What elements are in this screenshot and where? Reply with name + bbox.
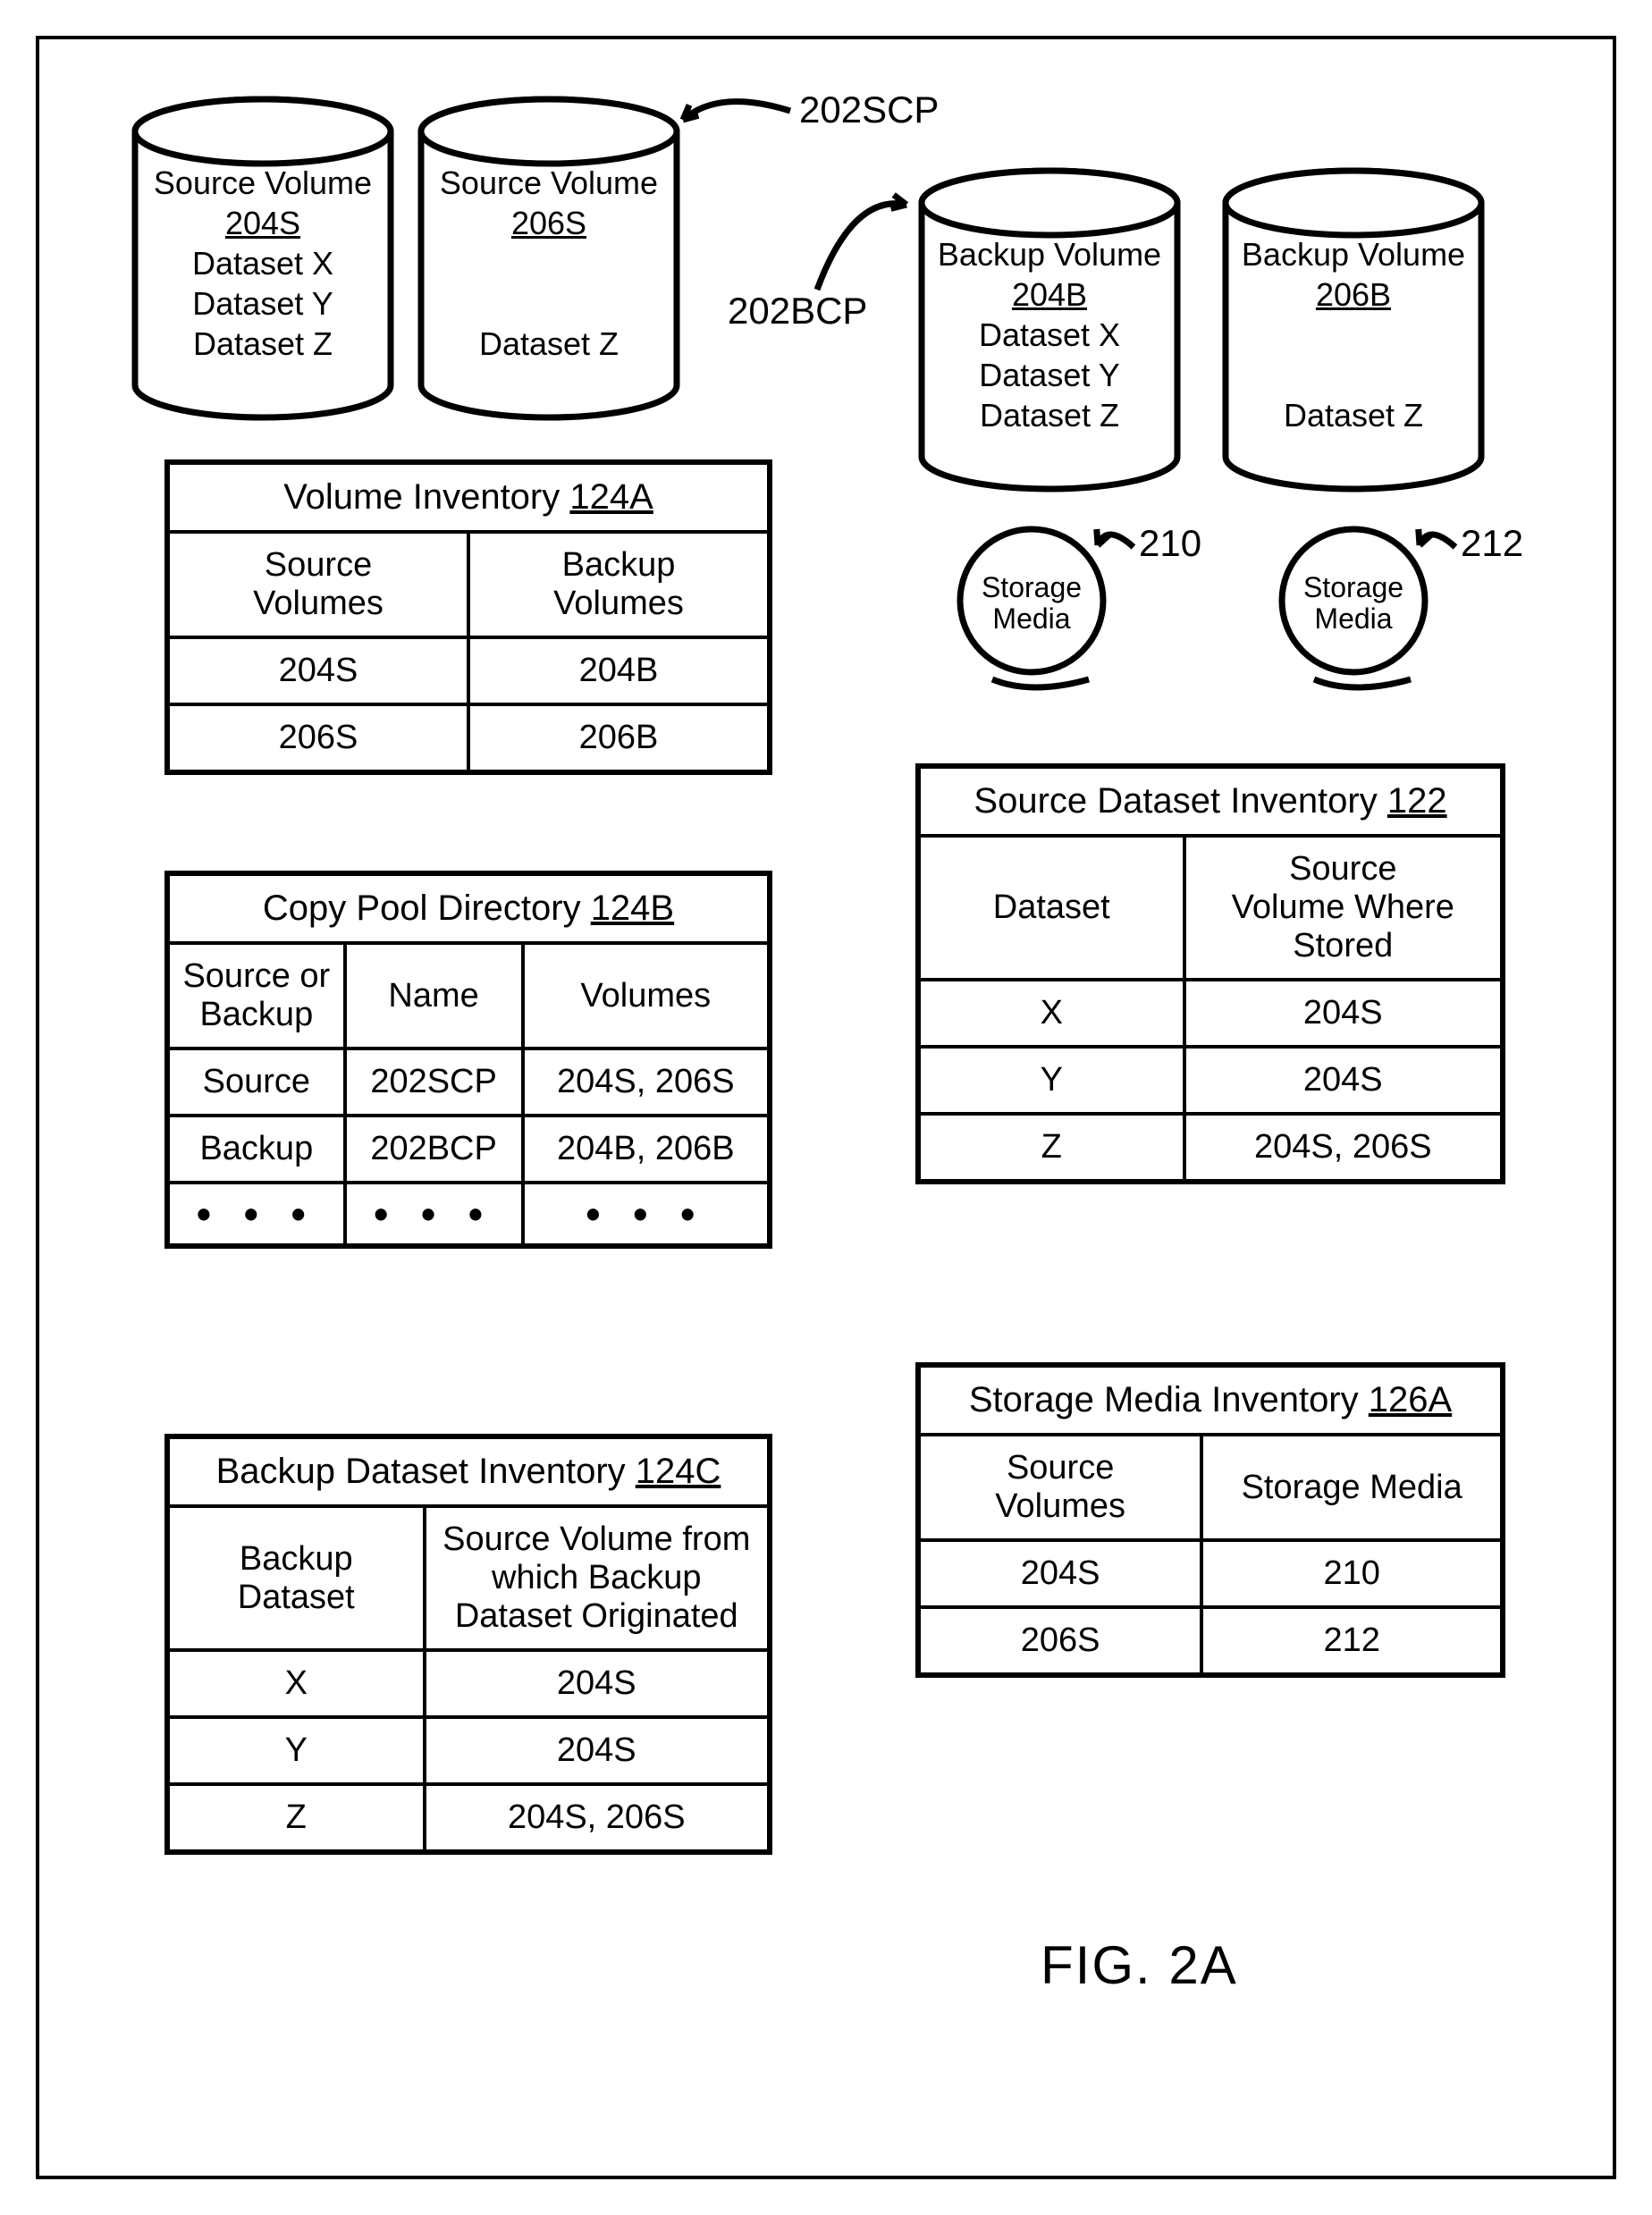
table-cell: 212 (1201, 1607, 1503, 1675)
table-cell: • • • (167, 1183, 345, 1246)
table-row: Z204S, 206S (167, 1784, 770, 1852)
table-cell: 204S, 206S (1184, 1114, 1503, 1182)
table-header-cell: BackupVolumes (468, 532, 770, 637)
table-storage_media: Storage Media Inventory 126ASourceVolume… (915, 1362, 1505, 1678)
table-backup_dataset: Backup Dataset Inventory 124CBackup Data… (164, 1434, 772, 1855)
table-cell: Y (167, 1717, 425, 1784)
table-cell: • • • (523, 1183, 770, 1246)
table-header-cell: Volumes (523, 943, 770, 1049)
table-header-row: SourceVolumesStorage Media (918, 1435, 1503, 1540)
table-volume_inventory: Volume Inventory 124ASourceVolumesBackup… (164, 459, 772, 775)
table-cell: 206B (468, 704, 770, 772)
table-cell: Z (918, 1114, 1184, 1182)
table-header-cell: Storage Media (1201, 1435, 1503, 1540)
table-copy_pool: Copy Pool Directory 124BSource orBackupN… (164, 871, 772, 1249)
table-title-row: Source Dataset Inventory 122 (918, 766, 1503, 836)
table-title-row: Volume Inventory 124A (167, 462, 770, 532)
table-cell: X (918, 980, 1184, 1047)
table-cell: Z (167, 1784, 425, 1852)
table-header-cell: Name (345, 943, 523, 1049)
table-cell: 202SCP (345, 1049, 523, 1116)
table-cell: 204S (425, 1717, 771, 1784)
table-cell: 204S (425, 1650, 771, 1717)
table-cell: 206S (167, 704, 468, 772)
table-row: Backup202BCP204B, 206B (167, 1116, 770, 1183)
table-cell: Source (167, 1049, 345, 1116)
table-cell: X (167, 1650, 425, 1717)
table-cell: 204S, 206S (523, 1049, 770, 1116)
table-row: Source202SCP204S, 206S (167, 1049, 770, 1116)
table-cell: 204S (167, 637, 468, 704)
table-title: Storage Media Inventory 126A (918, 1365, 1503, 1435)
table-header-row: SourceVolumesBackupVolumes (167, 532, 770, 637)
table-title: Volume Inventory 124A (167, 462, 770, 532)
table-header-row: Backup DatasetSource Volume fromwhich Ba… (167, 1506, 770, 1650)
table-cell: 204B (468, 637, 770, 704)
table-row: Y204S (167, 1717, 770, 1784)
table-cell: Backup (167, 1116, 345, 1183)
table-row: Z204S, 206S (918, 1114, 1503, 1182)
table-cell: 210 (1201, 1540, 1503, 1607)
table-row: Y204S (918, 1047, 1503, 1114)
table-row: 206S212 (918, 1607, 1503, 1675)
table-cell: • • • (345, 1183, 523, 1246)
table-header-cell: SourceVolume WhereStored (1184, 836, 1503, 980)
table-header-row: Source orBackupNameVolumes (167, 943, 770, 1049)
table-title-row: Backup Dataset Inventory 124C (167, 1436, 770, 1506)
table-cell: 202BCP (345, 1116, 523, 1183)
table-cell: 204S, 206S (425, 1784, 771, 1852)
table-cell: 204S (1184, 980, 1503, 1047)
table-title: Backup Dataset Inventory 124C (167, 1436, 770, 1506)
table-title: Copy Pool Directory 124B (167, 873, 770, 943)
table-row: 204S210 (918, 1540, 1503, 1607)
table-header-cell: Source orBackup (167, 943, 345, 1049)
table-cell: 206S (918, 1607, 1201, 1675)
figure-label: FIG. 2A (1041, 1934, 1238, 1996)
table-cell: 204S (918, 1540, 1201, 1607)
table-title-row: Storage Media Inventory 126A (918, 1365, 1503, 1435)
table-source_dataset: Source Dataset Inventory 122DatasetSourc… (915, 763, 1505, 1184)
table-header-cell: Backup Dataset (167, 1506, 425, 1650)
table-header-row: DatasetSourceVolume WhereStored (918, 836, 1503, 980)
table-title: Source Dataset Inventory 122 (918, 766, 1503, 836)
table-cell: 204B, 206B (523, 1116, 770, 1183)
table-header-cell: SourceVolumes (167, 532, 468, 637)
table-header-cell: Dataset (918, 836, 1184, 980)
table-row: • • •• • •• • • (167, 1183, 770, 1246)
table-row: X204S (918, 980, 1503, 1047)
table-header-cell: SourceVolumes (918, 1435, 1201, 1540)
table-row: 206S206B (167, 704, 770, 772)
table-cell: Y (918, 1047, 1184, 1114)
table-header-cell: Source Volume fromwhich BackupDataset Or… (425, 1506, 771, 1650)
table-cell: 204S (1184, 1047, 1503, 1114)
table-row: X204S (167, 1650, 770, 1717)
table-title-row: Copy Pool Directory 124B (167, 873, 770, 943)
table-row: 204S204B (167, 637, 770, 704)
